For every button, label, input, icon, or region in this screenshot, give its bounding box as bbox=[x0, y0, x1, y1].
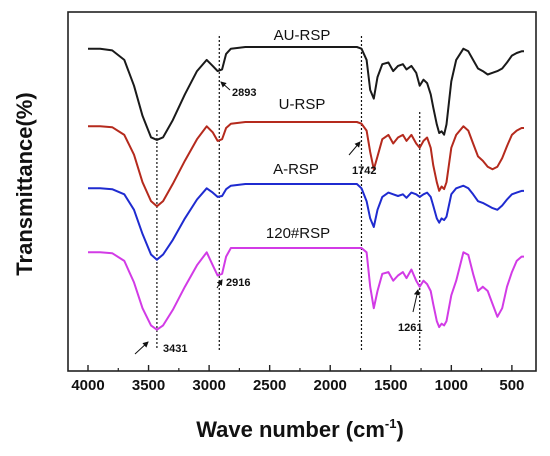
peak-label: 1742 bbox=[352, 165, 376, 177]
x-axis-title: Wave number (cm-1) bbox=[196, 416, 404, 442]
reference-lines bbox=[156, 36, 421, 350]
x-tick-label: 3500 bbox=[132, 377, 165, 394]
peak-label: 2893 bbox=[232, 87, 256, 99]
series-label: U-RSP bbox=[279, 96, 326, 113]
x-axis-title-close: ) bbox=[396, 417, 403, 442]
plot-frame bbox=[67, 11, 537, 372]
series-label: 120#RSP bbox=[266, 225, 330, 242]
series-lines bbox=[88, 46, 524, 331]
series-line bbox=[88, 183, 524, 261]
peak-label: 3431 bbox=[163, 343, 187, 355]
x-axis: 4000 3500 3000 2500 2000 1500 1000 500 bbox=[71, 365, 524, 394]
series-line bbox=[88, 46, 524, 141]
x-tick-label: 4000 bbox=[71, 377, 104, 394]
annotation-arrow bbox=[412, 289, 420, 313]
x-tick-label: 2000 bbox=[314, 377, 347, 394]
series-labels: AU-RSP U-RSP A-RSP 120#RSP bbox=[266, 27, 330, 242]
annotation-arrow bbox=[134, 341, 149, 355]
x-tick-label: 500 bbox=[499, 377, 524, 394]
y-axis-title: Transmittance(%) bbox=[12, 92, 37, 275]
series-label: AU-RSP bbox=[274, 27, 331, 44]
x-tick-label: 2500 bbox=[253, 377, 286, 394]
series-line bbox=[88, 121, 524, 208]
plot-area-border bbox=[67, 11, 537, 372]
annotation-arrow bbox=[348, 141, 361, 156]
x-tick-label: 3000 bbox=[192, 377, 225, 394]
series-line bbox=[88, 247, 524, 331]
x-axis-title-text: Wave number (cm bbox=[196, 417, 385, 442]
peak-label: 2916 bbox=[226, 277, 250, 289]
x-tick-label: 1500 bbox=[374, 377, 407, 394]
peak-annotations: 2893 1742 2916 1261 3431 bbox=[134, 81, 422, 355]
annotation-arrow bbox=[216, 279, 223, 289]
annotation-arrow bbox=[220, 81, 231, 91]
x-tick-label: 1000 bbox=[435, 377, 468, 394]
peak-label: 1261 bbox=[398, 322, 422, 334]
x-axis-title-sup: -1 bbox=[385, 416, 397, 431]
series-label: A-RSP bbox=[273, 161, 319, 178]
